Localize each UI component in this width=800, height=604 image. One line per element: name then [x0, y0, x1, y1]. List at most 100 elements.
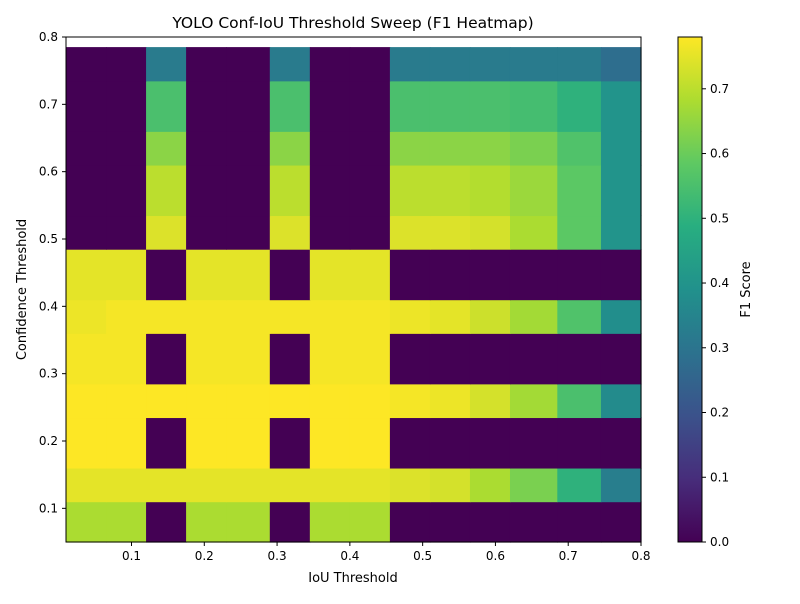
heatmap-cell: [389, 131, 431, 166]
heatmap-cell: [106, 164, 147, 217]
y-tick-label: 0.1: [39, 501, 58, 515]
colorbar-tick-label: 0.2: [710, 406, 729, 420]
heatmap-cell: [269, 299, 311, 334]
heatmap-cell: [469, 215, 511, 250]
heatmap-cell: [600, 333, 642, 385]
heatmap-cell: [389, 215, 431, 250]
x-tick-label: 0.8: [631, 549, 650, 563]
heatmap-cell: [146, 501, 187, 543]
heatmap-cell: [509, 47, 558, 82]
heatmap-cell: [66, 333, 107, 385]
heatmap-cell: [269, 249, 311, 301]
colorbar: [677, 36, 703, 543]
heatmap-cell: [600, 249, 642, 301]
heatmap-cell: [429, 80, 471, 132]
heatmap-cell: [186, 467, 227, 503]
heatmap-cell: [600, 215, 642, 250]
heatmap-cell: [146, 249, 187, 301]
heatmap-cell: [146, 131, 187, 166]
heatmap-cell: [389, 501, 431, 543]
heatmap-cell: [186, 333, 227, 385]
heatmap-cell: [389, 417, 431, 469]
heatmap-cell: [106, 333, 147, 385]
y-tick-label: 0.7: [39, 97, 58, 111]
heatmap-cell: [269, 80, 311, 132]
heatmap-cell: [429, 249, 471, 301]
heatmap-cell: [557, 417, 602, 469]
y-tick-label: 0.5: [39, 232, 58, 246]
heatmap-cell: [469, 80, 511, 132]
heatmap-cell: [309, 383, 351, 419]
heatmap-cell: [389, 249, 431, 301]
heatmap-cell: [66, 501, 107, 543]
heatmap-cell: [146, 417, 187, 469]
heatmap-cell: [186, 131, 227, 166]
heatmap-cell: [66, 215, 107, 250]
heatmap-cell: [429, 333, 471, 385]
colorbar-tick-label: 0.1: [710, 470, 729, 484]
heatmap-cell: [106, 47, 147, 82]
heatmap-cell: [226, 417, 271, 469]
heatmap-cell: [557, 383, 602, 419]
heatmap-cell: [66, 131, 107, 166]
heatmap-cell: [66, 249, 107, 301]
heatmap-cell: [226, 249, 271, 301]
heatmap-cell: [429, 383, 471, 419]
heatmap-cell: [349, 467, 391, 503]
heatmap-cell: [349, 299, 391, 334]
heatmap-cell: [349, 333, 391, 385]
heatmap-cell: [557, 467, 602, 503]
colorbar-label: F1 Score: [739, 261, 754, 317]
y-tick-label: 0.2: [39, 434, 58, 448]
heatmap-cell: [309, 467, 351, 503]
heatmap-cell: [309, 501, 351, 543]
y-tick-label: 0.8: [39, 30, 58, 44]
heatmap-cell: [106, 249, 147, 301]
heatmap-cell: [600, 164, 642, 217]
heatmap-cell: [469, 383, 511, 419]
heatmap-cell: [349, 164, 391, 217]
heatmap-cell: [557, 164, 602, 217]
heatmap-cell: [66, 417, 107, 469]
x-tick-label: 0.4: [340, 549, 359, 563]
heatmap-cell: [309, 299, 351, 334]
heatmap-cell: [269, 383, 311, 419]
heatmap-cell: [389, 467, 431, 503]
heatmap-cell: [600, 467, 642, 503]
x-tick-label: 0.6: [486, 549, 505, 563]
heatmap-cell: [429, 299, 471, 334]
heatmap-cell: [309, 249, 351, 301]
heatmap-cell: [600, 80, 642, 132]
heatmap-cell: [226, 383, 271, 419]
heatmap-cell: [429, 467, 471, 503]
colorbar-tick-label: 0.0: [710, 535, 729, 549]
heatmap-cell: [309, 47, 351, 82]
heatmap-cell: [469, 333, 511, 385]
x-tick-label: 0.1: [122, 549, 141, 563]
heatmap-cell: [269, 501, 311, 543]
colorbar-tick-label: 0.5: [710, 211, 729, 225]
heatmap-cell: [106, 417, 147, 469]
heatmap-cell: [429, 131, 471, 166]
heatmap-cell: [226, 80, 271, 132]
x-axis-label: IoU Threshold: [308, 571, 398, 586]
y-tick-label: 0.3: [39, 367, 58, 381]
heatmap-cell: [309, 333, 351, 385]
heatmap-cell: [146, 299, 187, 334]
heatmap-cell: [309, 417, 351, 469]
x-axis-ticks: 0.1 0.2 0.3 0.4 0.5 0.6 0.7 0.8: [122, 542, 651, 563]
heatmap-cell: [269, 417, 311, 469]
heatmap-cell: [106, 383, 147, 419]
heatmap-cell: [509, 299, 558, 334]
heatmap-cell: [186, 501, 227, 543]
heatmap-cell: [66, 80, 107, 132]
heatmap-cell: [429, 164, 471, 217]
heatmap-cells: [66, 47, 642, 543]
heatmap-cell: [269, 467, 311, 503]
heatmap-cell: [389, 333, 431, 385]
heatmap-cell: [226, 215, 271, 250]
heatmap-cell: [557, 333, 602, 385]
heatmap-cell: [389, 47, 431, 82]
heatmap-cell: [66, 164, 107, 217]
heatmap-cell: [429, 501, 471, 543]
